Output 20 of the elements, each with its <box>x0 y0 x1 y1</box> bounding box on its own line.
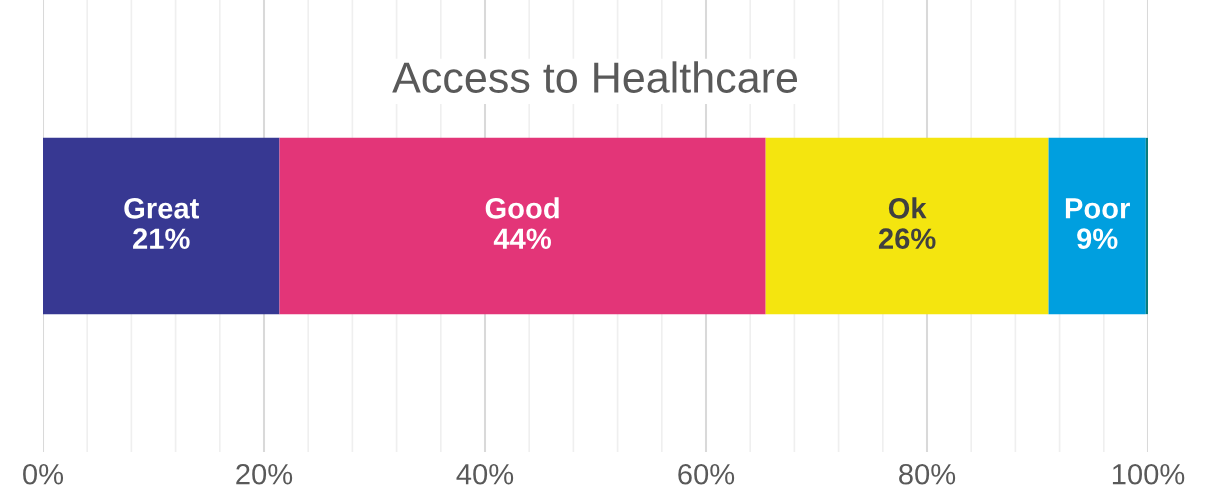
x-tick-label: 60% <box>678 463 735 485</box>
series-label: Great <box>124 198 199 219</box>
x-tick-label: 40% <box>456 463 514 485</box>
bar <box>43 137 280 315</box>
series-label: Poor <box>1065 198 1130 219</box>
x-tick-label: 0% <box>23 463 64 485</box>
x-tick-label: 80% <box>899 463 956 485</box>
x-tick-label: 100% <box>1112 463 1185 485</box>
bar <box>1048 137 1146 315</box>
x-tick-label: 20% <box>236 463 293 485</box>
text: Access to Healthcare <box>392 61 798 93</box>
data-label: 21% <box>133 228 190 249</box>
bar <box>1145 137 1148 315</box>
bar <box>765 137 1049 315</box>
data-label: 9% <box>1077 228 1118 250</box>
series-label: Ok <box>888 197 927 219</box>
series-label: Good <box>485 197 559 219</box>
data-label: 26% <box>878 228 936 250</box>
bar <box>279 137 766 315</box>
data-label: 44% <box>493 228 551 249</box>
